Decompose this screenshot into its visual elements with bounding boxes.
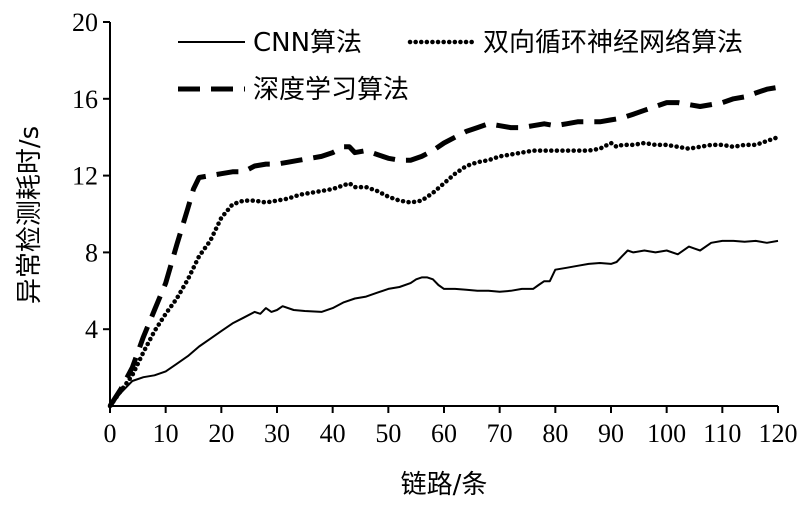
x-tick-label: 20 bbox=[208, 419, 234, 448]
y-tick-label: 8 bbox=[85, 238, 98, 267]
x-tick-label: 80 bbox=[542, 419, 568, 448]
x-tick-label: 0 bbox=[104, 419, 117, 448]
y-tick-label: 16 bbox=[72, 85, 98, 114]
series-line-3 bbox=[107, 84, 779, 408]
series-line-1 bbox=[109, 239, 779, 407]
x-tick-label: 40 bbox=[320, 419, 346, 448]
x-tick-label: 30 bbox=[264, 419, 290, 448]
x-tick-label: 10 bbox=[153, 419, 179, 448]
y-tick-label: 4 bbox=[85, 315, 98, 344]
legend-label-1: CNN算法 bbox=[253, 28, 362, 58]
y-tick-label: 20 bbox=[72, 8, 98, 37]
y-axis-title: 异常检测耗时/s bbox=[15, 126, 45, 304]
x-tick-label: 100 bbox=[647, 419, 686, 448]
x-tick-label: 120 bbox=[759, 419, 798, 448]
x-tick-label: 70 bbox=[487, 419, 513, 448]
x-tick-label: 90 bbox=[598, 419, 624, 448]
y-tick-label: 12 bbox=[72, 162, 98, 191]
x-tick-label: 60 bbox=[431, 419, 457, 448]
legend-label-3: 深度学习算法 bbox=[253, 75, 409, 105]
series-line-2 bbox=[107, 134, 781, 409]
x-tick-label: 110 bbox=[703, 419, 741, 448]
x-axis-title: 链路/条 bbox=[401, 470, 488, 500]
x-tick-label: 50 bbox=[375, 419, 401, 448]
legend-label-2: 双向循环神经网络算法 bbox=[483, 28, 743, 58]
